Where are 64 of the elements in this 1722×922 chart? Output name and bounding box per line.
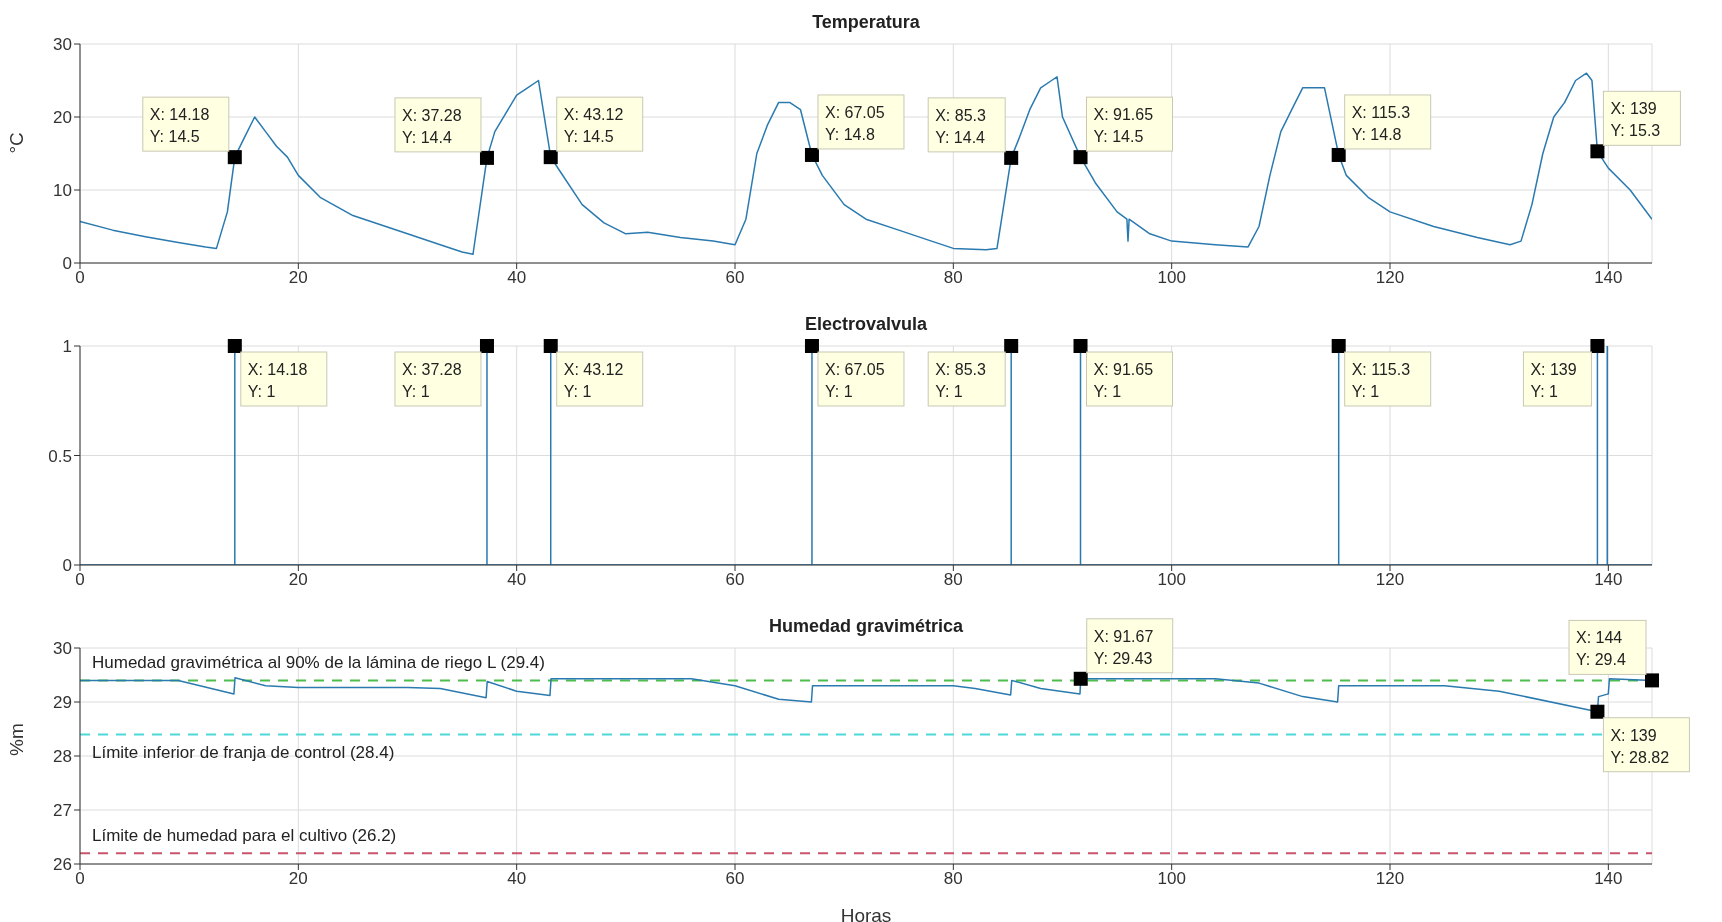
y-tick-label: 29	[53, 693, 72, 713]
x-tick-label: 60	[725, 268, 745, 288]
annotation: X: 139 Y: 1	[1530, 361, 1577, 400]
annotation: X: 67.05 Y: 1	[824, 361, 885, 400]
chart-title: Humedad gravimétrica	[768, 616, 964, 636]
y-tick-label: 30	[53, 35, 72, 55]
x-tick-label: 120	[1375, 268, 1405, 288]
x-tick-label: 60	[725, 869, 745, 889]
x-tick-label: 100	[1157, 268, 1186, 288]
x-tick-label: 40	[507, 570, 527, 590]
y-tick-label: 27	[53, 801, 72, 821]
x-tick-label: 60	[725, 570, 745, 590]
ref-line-label: Límite inferior de franja de control (28.4)	[92, 743, 395, 763]
x-tick-label: 40	[507, 268, 527, 288]
x-tick-label: 0	[75, 570, 85, 590]
annotation: X: 43.12 Y: 1	[563, 361, 624, 400]
annotation: X: 14.18 Y: 1	[247, 361, 308, 400]
x-tick-label: 20	[288, 869, 308, 889]
annotation: X: 43.12 Y: 14.5	[563, 106, 624, 146]
annotation: X: 91.65 Y: 14.5	[1093, 106, 1154, 146]
annotation: X: 14.18 Y: 14.5	[149, 106, 210, 146]
x-tick-label: 100	[1157, 570, 1186, 590]
y-tick-label: 0	[62, 556, 72, 576]
y-tick-label: 1	[62, 337, 72, 357]
x-tick-label: 80	[943, 869, 963, 889]
x-tick-label: 0	[75, 268, 85, 288]
x-tick-label: 80	[943, 570, 963, 590]
y-axis-title: %m	[5, 723, 27, 756]
x-tick-label: 140	[1594, 570, 1623, 590]
annotation: X: 144 Y: 29.4	[1576, 629, 1626, 669]
annotation: X: 37.28 Y: 1	[401, 361, 462, 400]
x-tick-label: 120	[1375, 570, 1405, 590]
x-tick-label: 20	[288, 268, 308, 288]
ref-line-label: Humedad gravimétrica al 90% de la lámina de riego L (29.4)	[92, 653, 545, 673]
x-tick-label: 40	[507, 869, 527, 889]
y-tick-label: 0	[62, 254, 72, 274]
y-tick-label: 28	[53, 747, 72, 767]
x-tick-label: 140	[1594, 869, 1623, 889]
annotation: X: 91.67 Y: 29.43	[1093, 627, 1154, 667]
y-axis-title: °C	[5, 132, 27, 154]
x-axis-title: Horas	[840, 905, 892, 922]
y-tick-label: 30	[53, 639, 72, 659]
chart-title: Temperatura	[811, 12, 921, 33]
annotation: X: 115.3 Y: 14.8	[1351, 103, 1411, 143]
x-tick-label: 100	[1157, 869, 1186, 889]
y-tick-label: 0.5	[48, 446, 72, 466]
x-tick-label: 80	[943, 268, 963, 288]
y-tick-label: 20	[53, 108, 72, 128]
x-tick-label: 20	[288, 570, 308, 590]
annotation: X: 115.3 Y: 1	[1351, 361, 1411, 400]
annotation: X: 67.05 Y: 14.8	[824, 103, 885, 143]
annotation: X: 85.3 Y: 1	[935, 361, 986, 400]
x-tick-label: 140	[1594, 268, 1623, 288]
annotation: X: 139 Y: 15.3	[1610, 100, 1661, 140]
ref-line-label: Límite de humedad para el cultivo (26.2)	[92, 826, 397, 846]
chart-title: Electrovalvula	[803, 314, 929, 335]
annotation: X: 37.28 Y: 14.4	[401, 106, 462, 146]
annotation: X: 85.3 Y: 14.4	[935, 106, 986, 146]
x-tick-label: 120	[1375, 869, 1405, 889]
x-tick-label: 0	[75, 869, 85, 889]
y-tick-label: 10	[53, 181, 72, 201]
annotation: X: 91.65 Y: 1	[1093, 361, 1154, 400]
y-tick-label: 26	[53, 855, 72, 875]
annotation: X: 139 Y: 28.82	[1610, 726, 1670, 766]
